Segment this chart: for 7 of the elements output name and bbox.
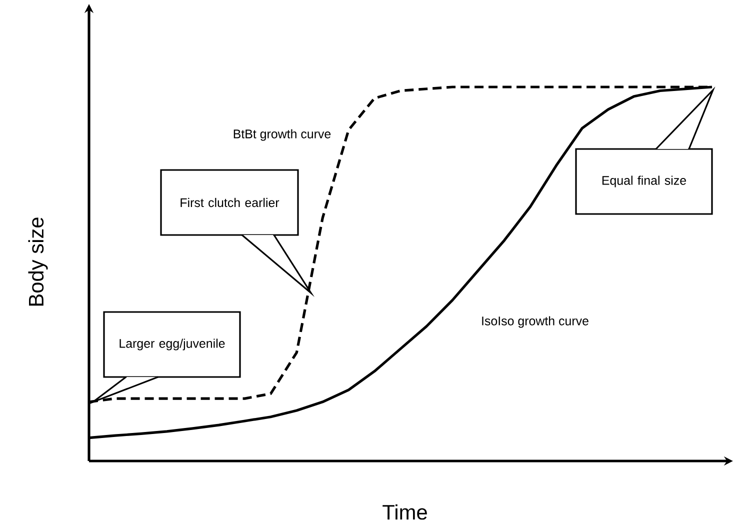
annotation: Equal final size [602, 176, 686, 188]
x-axis-title: Time [382, 504, 427, 520]
y-axis-title: Body size [28, 218, 48, 306]
annotation: Larger egg/juvenile [120, 338, 225, 350]
text: IsoIso growth curve [482, 316, 588, 328]
annotation: First clutch earlier [180, 198, 280, 208]
series-label: BtBt growth curve [234, 129, 331, 141]
